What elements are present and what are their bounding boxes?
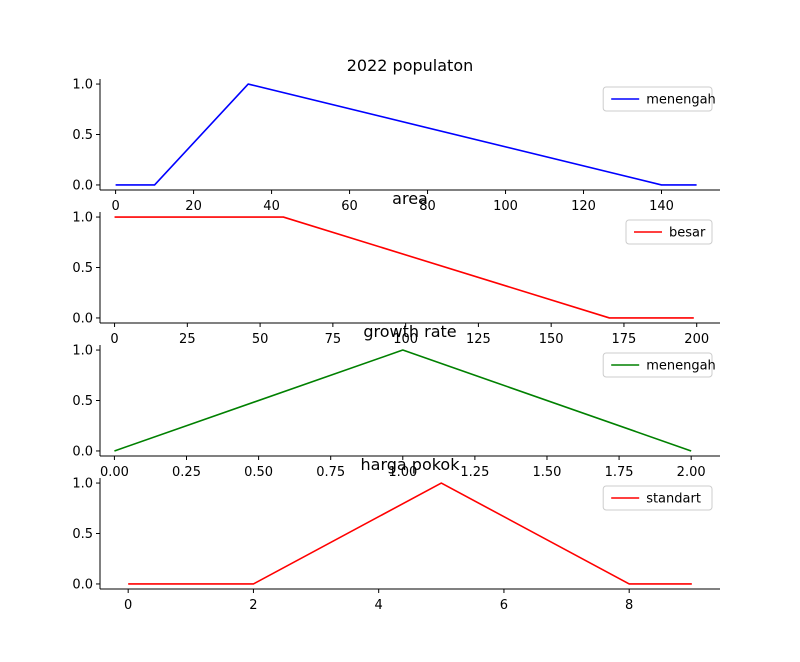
x-tick-label: 1.00: [388, 465, 417, 480]
x-tick-label: 50: [252, 332, 269, 347]
x-tick-label: 100: [493, 199, 518, 214]
series-line-menengah: [115, 83, 697, 186]
y-tick-label: 0.5: [72, 394, 93, 409]
legend-box: [602, 86, 713, 112]
x-tick-label: 140: [649, 199, 674, 214]
series-line-menengah: [114, 349, 692, 452]
x-tick-label: 20: [185, 199, 202, 214]
legend-label: standart: [646, 492, 701, 507]
x-tick-label: 0: [111, 199, 119, 214]
x-tick-label: 4: [375, 598, 383, 613]
x-tick-label: 1.75: [605, 465, 634, 480]
x-tick-label: 120: [571, 199, 596, 214]
x-tick-label: 100: [393, 332, 418, 347]
x-tick-label: 2.00: [677, 465, 706, 480]
x-tick-label: 75: [325, 332, 342, 347]
legend-label: besar: [669, 226, 706, 241]
y-tick-label: 0.5: [72, 527, 93, 542]
x-tick-label: 25: [179, 332, 196, 347]
y-tick-label: 0.5: [72, 261, 93, 276]
series-line-standart: [128, 482, 692, 585]
y-tick-label: 0.0: [72, 178, 93, 193]
legend-label: menengah: [646, 93, 716, 108]
legend: menengah: [602, 86, 716, 112]
legend-box: [602, 485, 713, 511]
y-tick-label: 1.0: [72, 344, 93, 359]
x-tick-label: 0.25: [172, 465, 201, 480]
x-tick-label: 0.50: [244, 465, 273, 480]
x-tick-label: 125: [466, 332, 491, 347]
x-tick-label: 1.25: [460, 465, 489, 480]
legend-box: [625, 219, 713, 245]
subplot-title: 2022 populaton: [347, 56, 474, 75]
subplot-1: 0.0 0.5 1.0 0 20 40 60 80 100 120 140 2022 populato…: [72, 56, 720, 214]
legend-box: [602, 352, 713, 378]
x-tick-label: 8: [625, 598, 633, 613]
x-tick-label: 80: [419, 199, 436, 214]
y-tick-label: 0.0: [72, 311, 93, 326]
legend: besar: [625, 219, 713, 245]
legend-label: menengah: [646, 359, 716, 374]
legend: standart: [602, 485, 713, 511]
x-tick-label: 2: [249, 598, 257, 613]
x-tick-label: 40: [263, 199, 280, 214]
x-tick-label: 175: [612, 332, 637, 347]
subplot-title: area: [392, 189, 428, 208]
legend: menengah: [602, 352, 716, 378]
y-tick-label: 1.0: [72, 477, 93, 492]
x-tick-label: 6: [500, 598, 508, 613]
y-tick-label: 0.5: [72, 128, 93, 143]
subplot-title: harga pokok: [361, 455, 461, 474]
x-tick-label: 0: [124, 598, 132, 613]
x-tick-label: 200: [684, 332, 709, 347]
subplot-3: 0.0 0.5 1.0 0.00 0.25 0.50 0.75 1.00 1.25 1.50 1.7…: [72, 322, 720, 480]
y-tick-label: 0.0: [72, 444, 93, 459]
subplot-title: growth rate: [363, 322, 456, 341]
y-tick-label: 1.0: [72, 78, 93, 93]
x-tick-label: 0.00: [100, 465, 129, 480]
y-tick-label: 1.0: [72, 211, 93, 226]
x-tick-label: 0.75: [316, 465, 345, 480]
x-tick-label: 1.50: [533, 465, 562, 480]
x-tick-label: 60: [341, 199, 358, 214]
x-tick-label: 0: [110, 332, 118, 347]
x-tick-label: 150: [539, 332, 564, 347]
y-tick-label: 0.0: [72, 577, 93, 592]
series-line-besar: [114, 216, 694, 319]
